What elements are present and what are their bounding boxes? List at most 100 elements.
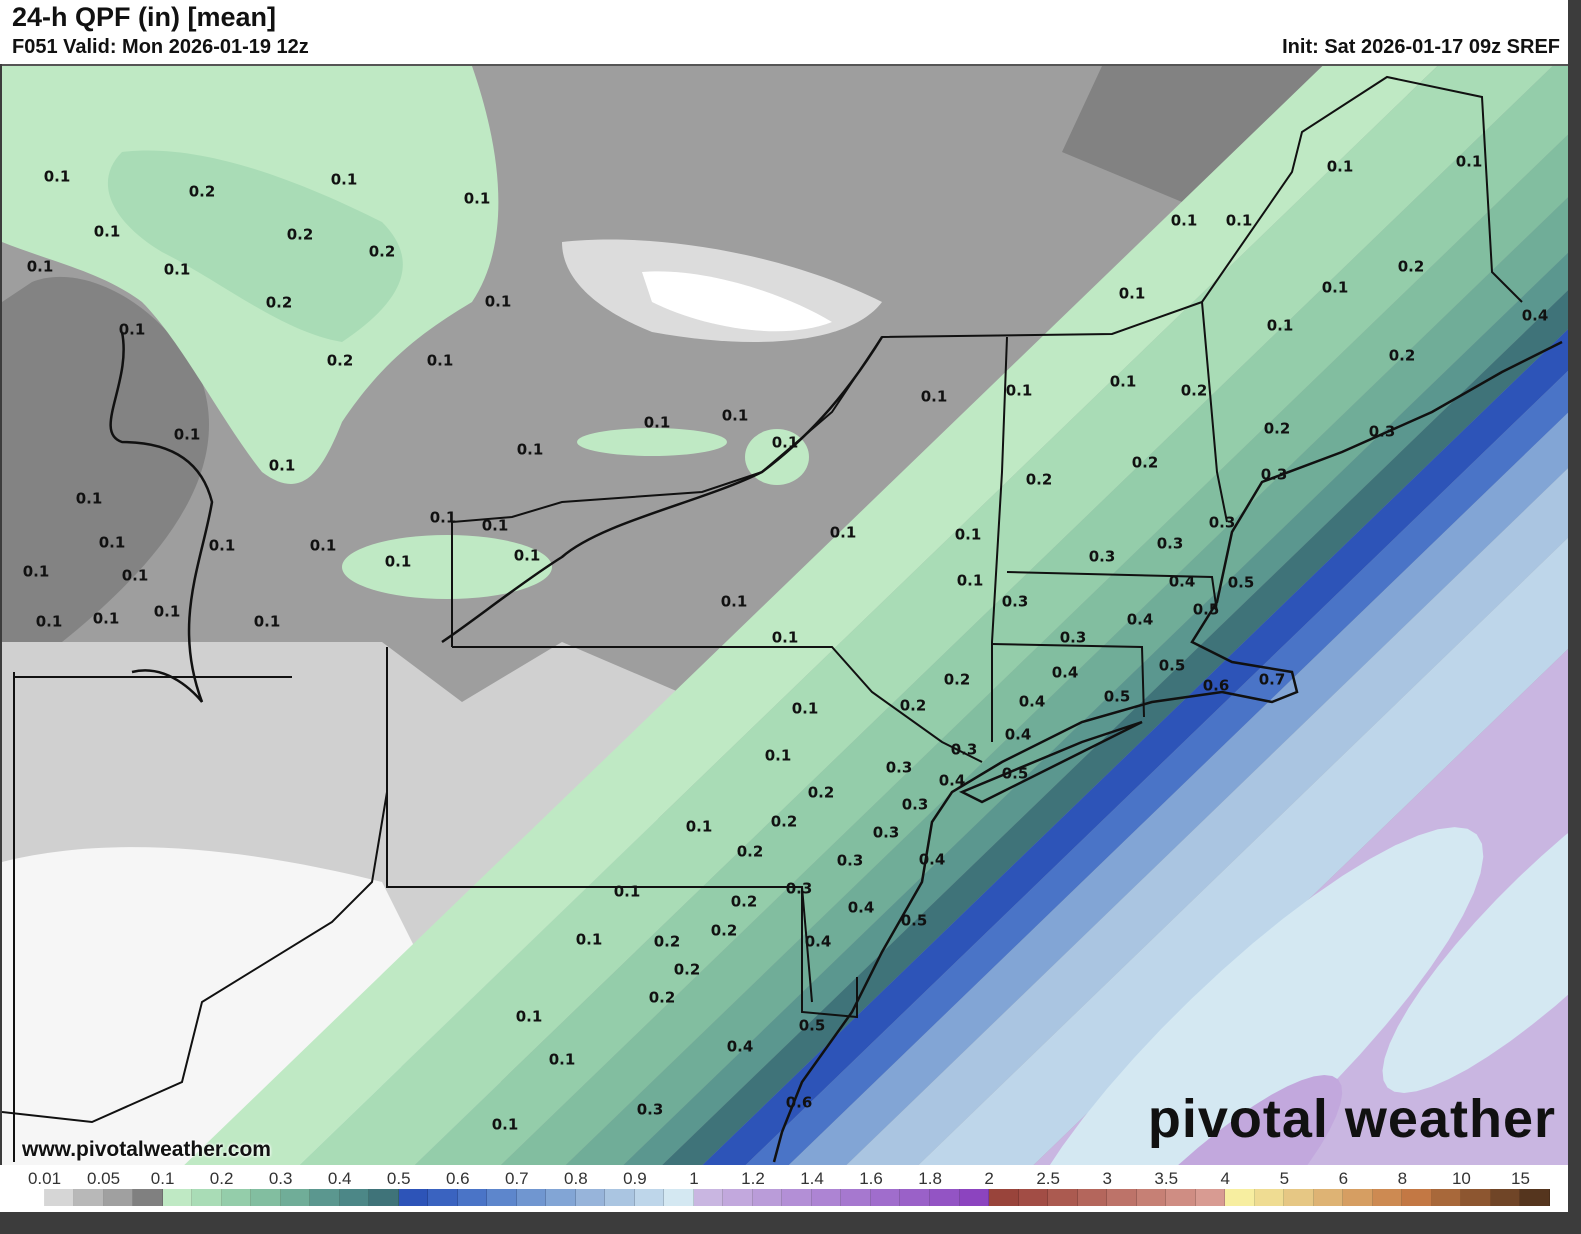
contour-label: 0.1: [36, 613, 63, 631]
green-field-lake-ontario: [577, 428, 727, 456]
precip-band: [846, 468, 1568, 1165]
valid-time: F051 Valid: Mon 2026-01-19 12z: [12, 36, 309, 58]
contour-label: 0.5: [1159, 657, 1186, 675]
legend-swatch: [280, 1189, 311, 1206]
contour-label: 0.1: [955, 526, 982, 544]
contour-label: 0.1: [492, 1116, 519, 1134]
legend-swatch: [1225, 1189, 1255, 1206]
legend-swatch: [133, 1189, 163, 1206]
contour-label: 0.4: [1127, 611, 1154, 629]
contour-label: 0.1: [209, 537, 236, 555]
contour-label: 0.3: [637, 1101, 664, 1119]
contour-label: 0.1: [122, 567, 149, 585]
pivotal-weather-logo: pivotal weather: [1147, 1089, 1556, 1149]
legend-swatch: [221, 1189, 252, 1206]
contour-label: 0.2: [900, 697, 927, 715]
contour-label: 0.1: [310, 537, 337, 555]
legend-swatch: [929, 1189, 960, 1206]
legend-swatch: [546, 1189, 576, 1206]
contour-label: 0.2: [711, 922, 738, 940]
contour-label: 0.5: [799, 1017, 826, 1035]
contour-label: 0.6: [786, 1094, 813, 1112]
contour-label: 0.3: [873, 824, 900, 842]
legend-swatches: [15, 1189, 1550, 1206]
legend-swatch: [192, 1189, 222, 1206]
contour-label: 0.1: [482, 517, 509, 535]
legend-swatch: [339, 1189, 370, 1206]
legend-swatch: [575, 1189, 606, 1206]
contour-label: 0.1: [1226, 212, 1253, 230]
legend-swatch: [782, 1189, 812, 1206]
contour-label: 0.2: [369, 243, 396, 261]
legend-tick-label: 0.1: [150, 1169, 175, 1188]
contour-label: 0.1: [1456, 153, 1483, 171]
contour-label: 0.1: [644, 414, 671, 432]
contour-label: 0.1: [93, 610, 120, 628]
legend-swatch: [516, 1189, 547, 1206]
state-borders: [2, 75, 1523, 1162]
watermark-url: www.pivotalweather.com: [22, 1138, 271, 1161]
legend-swatch: [1195, 1189, 1226, 1206]
legend-tick-label: 1: [689, 1169, 699, 1188]
legend-swatch: [1520, 1189, 1550, 1206]
legend-swatch: [1107, 1189, 1137, 1206]
precip-band: [414, 66, 1568, 1165]
contour-label: 0.3: [1369, 423, 1396, 441]
legend-swatch: [369, 1189, 399, 1206]
contour-label: 0.1: [1267, 317, 1294, 335]
contour-label: 0.2: [327, 352, 354, 370]
legend-tick-label: 15: [1511, 1169, 1530, 1188]
contour-label: 0.1: [614, 883, 641, 901]
contour-label: 0.4: [1169, 573, 1196, 591]
legend-swatch: [959, 1189, 990, 1206]
contour-label: 0.2: [1181, 382, 1208, 400]
contour-label: 0.4: [805, 933, 832, 951]
precip-band: [623, 252, 1568, 1165]
contour-label: 0.1: [254, 613, 281, 631]
init-time: Init: Sat 2026-01-17 09z SREF: [1282, 36, 1560, 58]
contour-label: 0.2: [1132, 454, 1159, 472]
contour-label: 0.3: [1209, 514, 1236, 532]
legend-swatch: [1372, 1189, 1403, 1206]
contour-label: 0.1: [119, 321, 146, 339]
contour-label: 0.1: [686, 818, 713, 836]
legend-swatch: [1313, 1189, 1344, 1206]
legend-tick-label: 8: [1397, 1169, 1408, 1188]
contour-label: 0.4: [1019, 693, 1046, 711]
contour-label: 0.2: [1264, 420, 1291, 438]
contour-label: 0.1: [517, 441, 544, 459]
contour-label: 0.1: [154, 603, 181, 621]
contour-label: 0.1: [44, 168, 71, 186]
coastline: [109, 331, 1563, 1163]
contour-label: 0.1: [516, 1008, 543, 1026]
contour-label: 0.2: [649, 989, 676, 1007]
contour-label: 0.1: [464, 190, 491, 208]
contour-label: 0.5: [1193, 601, 1220, 619]
green-field-lake-ontario-east: [745, 429, 809, 485]
legend-swatch: [723, 1189, 753, 1206]
contour-label: 0.5: [1228, 574, 1255, 592]
contour-label: 0.3: [837, 852, 864, 870]
contour-label: 0.2: [1398, 258, 1425, 276]
contour-label: 0.5: [1002, 765, 1029, 783]
contour-label: 0.3: [1060, 629, 1087, 647]
contour-label: 0.1: [722, 407, 749, 425]
legend-tick-label: 0.5: [386, 1169, 411, 1188]
contour-label: 0.1: [76, 490, 103, 508]
contour-label: 0.1: [27, 258, 54, 276]
legend-swatch: [44, 1189, 75, 1206]
contour-label: 0.3: [902, 796, 929, 814]
contour-label: 0.5: [901, 912, 928, 930]
precip-band: [501, 134, 1568, 1165]
contour-label: 0.4: [1052, 664, 1079, 682]
contour-label: 0.4: [939, 772, 966, 790]
legend-tick-label: 0.7: [504, 1169, 529, 1188]
precip-band: [184, 66, 1438, 1165]
legend-swatch: [811, 1189, 842, 1206]
contour-label: 0.1: [514, 547, 541, 565]
contour-label: 0.1: [721, 593, 748, 611]
contour-label: 0.2: [674, 961, 701, 979]
contour-label: 0.6: [1203, 677, 1230, 695]
precip-band: [788, 412, 1568, 1165]
contour-label: 0.2: [287, 226, 314, 244]
